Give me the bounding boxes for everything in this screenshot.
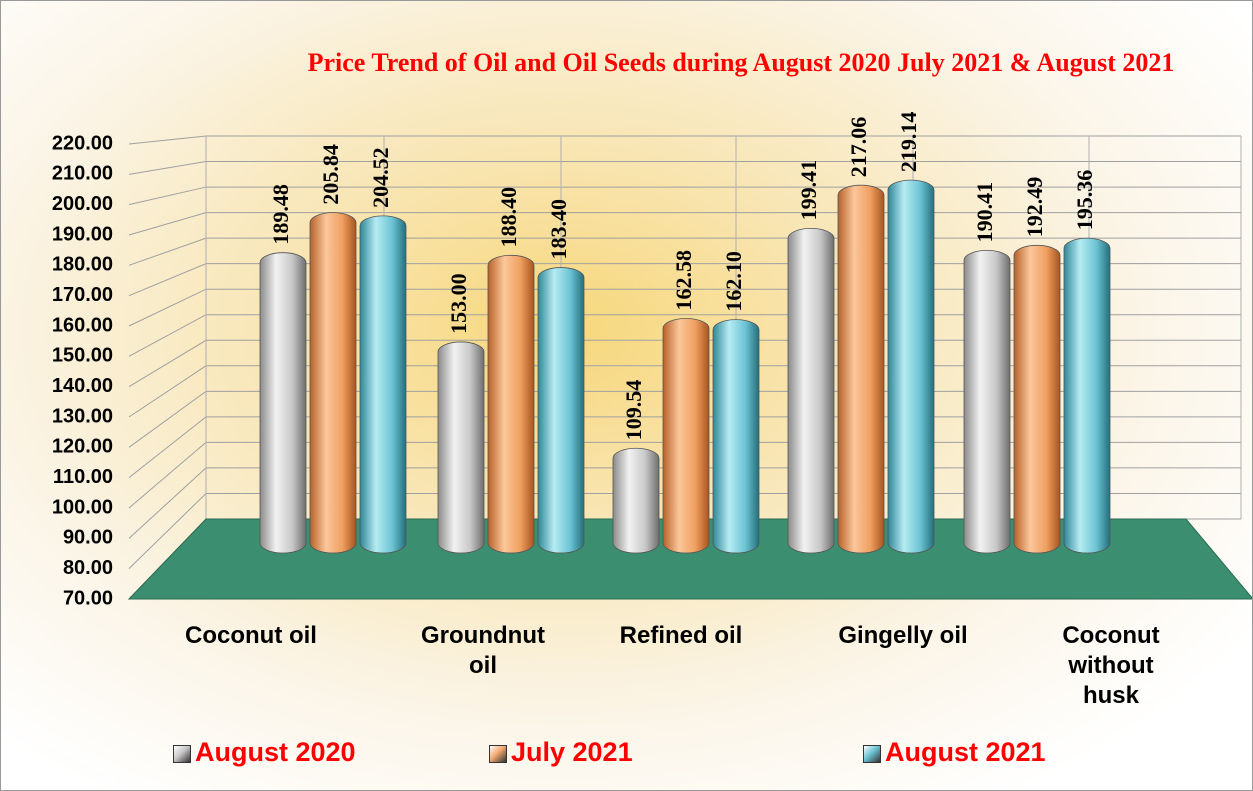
legend-marker [173,745,191,763]
value-label: 188.40 [496,187,521,248]
y-tick-label: 220.00 [52,132,113,154]
value-label: 109.54 [621,380,646,441]
y-tick-label: 130.00 [52,405,113,427]
y-tick-label: 110.00 [53,466,113,488]
value-label: 162.58 [671,250,696,311]
y-tick-label: 70.00 [63,587,113,609]
legend-marker [863,745,881,763]
legend-label: July 2021 [511,737,633,767]
value-label: 195.36 [1072,170,1097,231]
x-tick-label: Coconut oil [185,622,317,649]
y-tick-label: 170.00 [52,284,113,306]
bar [887,179,935,554]
bar [963,249,1011,554]
bar [837,184,885,554]
value-label: 204.52 [368,147,393,208]
y-tick-label: 210.00 [52,163,113,185]
bar [1063,237,1111,554]
value-label: 183.40 [546,199,571,260]
legend-label: August 2021 [885,737,1046,767]
value-label: 153.00 [446,273,471,334]
x-tick-label: Gingelly oil [838,622,968,649]
x-tick-label: Refined oil [619,622,743,649]
y-tick-label: 90.00 [63,527,113,549]
y-tick-label: 140.00 [52,375,113,397]
bar [359,215,407,554]
bar [712,319,760,554]
bar [259,252,307,554]
bar [537,267,585,554]
value-label: 205.84 [318,144,343,205]
x-tick-label: Groundnut oil [421,622,545,679]
legend-label: August 2020 [195,737,356,767]
value-label: 190.41 [972,182,997,243]
y-tick-label: 80.00 [63,557,113,579]
bar [1013,244,1061,554]
value-label: 199.41 [796,160,821,221]
y-tick-label: 120.00 [52,436,113,458]
value-label: 217.06 [846,117,871,178]
chart-title: Price Trend of Oil and Oil Seeds during … [307,48,1175,77]
y-tick-label: 100.00 [52,496,113,518]
bar [309,212,357,554]
value-label: 192.49 [1022,177,1047,238]
bar [787,227,835,554]
grid-line [128,135,1241,145]
bar [437,341,485,554]
x-tick-label: Coconut without husk [1062,622,1160,709]
y-tick-label: 190.00 [52,223,113,245]
value-label: 219.14 [896,112,921,173]
y-tick-label: 200.00 [52,193,113,215]
y-tick-label: 150.00 [52,345,113,367]
bar [662,318,710,554]
value-label: 162.10 [721,251,746,312]
y-tick-label: 180.00 [52,254,113,276]
legend-marker [489,745,507,763]
value-label: 189.48 [268,184,293,245]
bar [487,254,535,554]
y-tick-label: 160.00 [52,314,113,336]
bar [612,447,660,554]
